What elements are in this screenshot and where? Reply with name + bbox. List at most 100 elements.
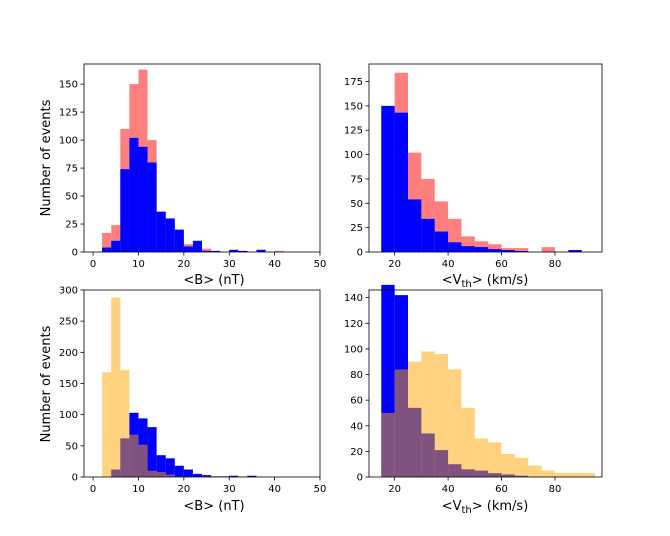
x-tick-label: 30 [223, 259, 236, 270]
x-tick-label: 10 [132, 484, 145, 495]
bar-blue [111, 240, 121, 252]
bar-blue [501, 250, 515, 252]
bar-blue [408, 199, 422, 252]
y-tick-label: 20 [350, 447, 363, 458]
bar-blue [211, 250, 221, 252]
x-tick-label: 60 [495, 259, 508, 270]
y-tick-label: 150 [59, 379, 78, 390]
bar-blue [165, 458, 175, 477]
axes-frame [83, 63, 321, 253]
bar-blue [461, 246, 475, 252]
xlabel-bottom-right-sub: th [462, 505, 472, 516]
x-tick-label: 50 [314, 259, 327, 270]
panel-bottom-left-b-field: 0 10 20 30 40 50 0 50 100 150 200 250 300 [59, 286, 326, 496]
x-tick-label: 80 [549, 259, 562, 270]
bar-orange [102, 372, 112, 477]
bar-orange [421, 351, 435, 477]
bar-red [488, 244, 502, 252]
x-tick-label: 10 [132, 259, 145, 270]
bar-blue [147, 427, 157, 477]
bar-red [102, 232, 112, 252]
y-tick-label: 75 [65, 164, 78, 175]
xlabel-top-left: <B> (nT) [183, 273, 244, 288]
xlabel-bottom-left: <B> (nT) [183, 499, 244, 514]
bar-blue [394, 112, 409, 252]
bar-blue [247, 475, 257, 477]
series-blue-top-left [102, 137, 266, 252]
y-tick-label: 100 [59, 136, 78, 147]
y-tick-label: 0 [72, 248, 78, 259]
bar-blue [381, 105, 395, 252]
x-tick-label: 20 [177, 259, 190, 270]
x-tick-label: 20 [388, 484, 401, 495]
bar-blue [514, 251, 529, 252]
bar-blue [229, 249, 239, 252]
y-tick-label: 200 [59, 348, 78, 359]
y-tick-label: 0 [72, 473, 78, 484]
y-tick-label: 140 [344, 293, 363, 304]
bar-orange [541, 470, 555, 477]
panel-top-left-b-field: 0 10 20 30 40 50 0 25 50 75 100 125 150 [59, 63, 327, 270]
y-tick-label: 250 [59, 317, 78, 328]
x-tick-label: 20 [388, 259, 401, 270]
bar-blue [192, 473, 202, 477]
y-tick-label: 175 [344, 77, 363, 88]
y-tick-label: 50 [65, 192, 78, 203]
bar-blue [488, 249, 502, 252]
xlabel-bottom-right: <Vth> (km/s) [442, 499, 529, 516]
bar-orange [528, 465, 542, 477]
bar-orange [408, 361, 422, 477]
xlabel-top-right-sub: th [462, 279, 472, 290]
bar-blue [202, 475, 212, 477]
ylabel-bottom-left: Number of events [39, 325, 54, 442]
panel-top-right-vth: 20 40 60 80 0 25 50 75 100 125 150 175 [344, 63, 603, 270]
bar-blue [147, 162, 157, 252]
x-tick-label: 30 [223, 484, 236, 495]
bar-orange [448, 369, 462, 477]
y-tick-label: 300 [59, 286, 78, 297]
bar-red [274, 250, 284, 252]
y-tick-label: 120 [344, 319, 363, 330]
bar-blue [448, 242, 462, 252]
bar-orange [434, 354, 449, 477]
bar-orange [120, 369, 130, 477]
x-tick-label: 40 [268, 484, 281, 495]
y-tick-label: 25 [350, 223, 363, 234]
bar-blue [474, 247, 489, 252]
y-tick-label: 100 [344, 344, 363, 355]
y-tick-label: 125 [344, 126, 363, 137]
xlabel-top-right-tail: > (km/s) [472, 273, 529, 288]
bar-orange [381, 412, 395, 477]
axes-frame [368, 63, 603, 253]
x-tick-label: 0 [90, 484, 96, 495]
bar-orange [129, 434, 139, 477]
bar-orange [501, 453, 515, 477]
bar-orange [156, 472, 166, 477]
axes-frame [368, 289, 603, 478]
y-tick-label: 80 [350, 370, 363, 381]
panel-bottom-right-vth: 20 40 60 80 0 20 40 60 80 100 120 140 [344, 284, 603, 495]
bar-blue [102, 247, 112, 252]
bar-orange [147, 470, 157, 477]
bar-red [111, 225, 121, 252]
y-tick-label: 150 [344, 101, 363, 112]
xlabel-top-right-lead: <V [442, 273, 462, 288]
y-tick-label: 150 [59, 80, 78, 91]
x-tick-label: 20 [177, 484, 190, 495]
bar-blue [138, 146, 148, 252]
bar-blue [165, 218, 175, 252]
bar-orange [394, 369, 409, 477]
bar-blue [192, 240, 202, 252]
y-tick-label: 40 [350, 421, 363, 432]
bar-blue [256, 249, 266, 252]
y-tick-label: 0 [357, 248, 363, 259]
bar-blue [202, 250, 212, 252]
x-tick-label: 50 [314, 484, 327, 495]
x-tick-label: 0 [90, 259, 96, 270]
y-tick-label: 125 [59, 108, 78, 119]
bar-orange [488, 442, 502, 477]
x-tick-label: 40 [442, 259, 455, 270]
bar-blue [174, 229, 184, 252]
xlabel-top-right: <Vth> (km/s) [442, 273, 529, 290]
x-tick-label: 40 [442, 484, 455, 495]
